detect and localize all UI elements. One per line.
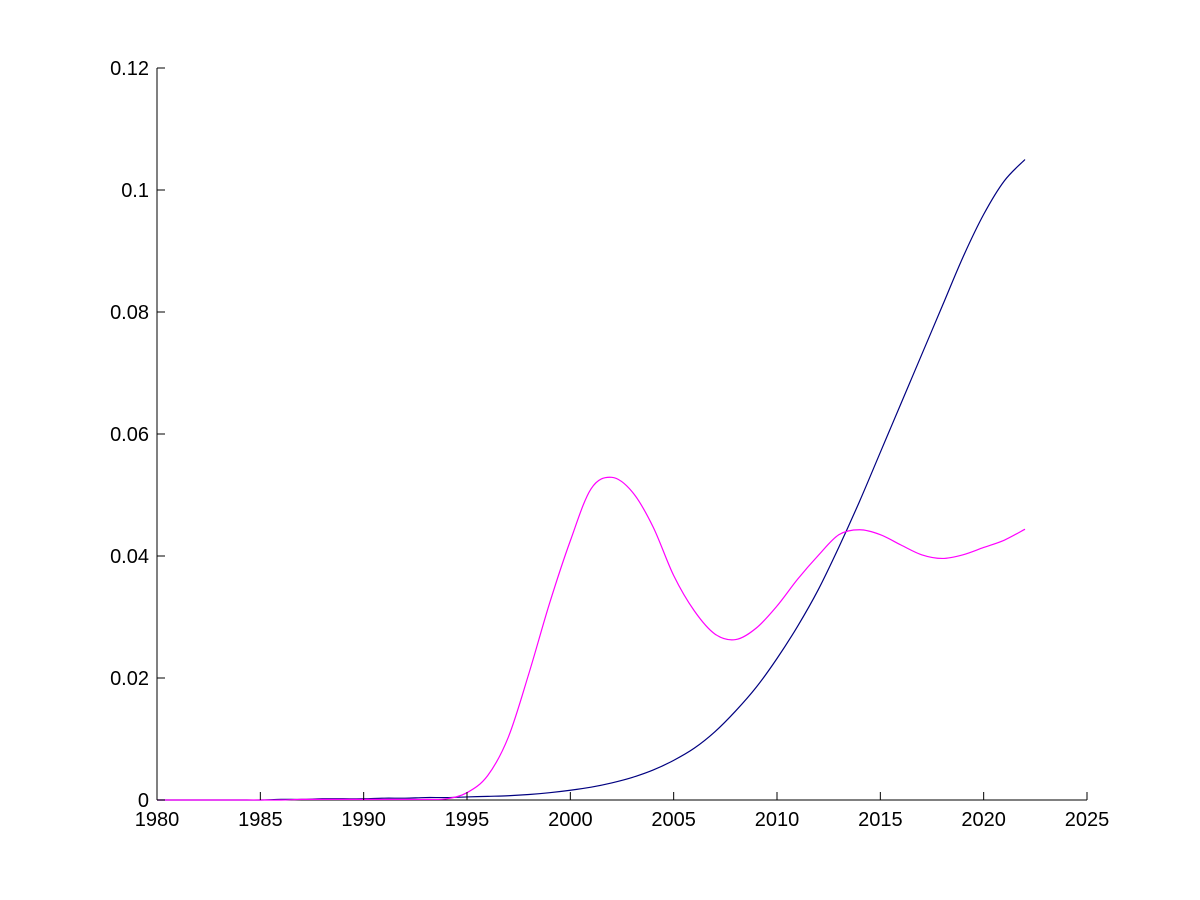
- x-tick-label: 1980: [135, 809, 180, 831]
- x-tick-label: 2010: [755, 809, 800, 831]
- y-tick-label: 0.08: [110, 302, 149, 324]
- y-tick-label: 0.04: [110, 546, 149, 568]
- x-tick-label: 1985: [238, 809, 283, 831]
- series-line-2: [157, 476, 1026, 801]
- chart-axes: [156, 68, 1087, 801]
- chart-tick-layer: 1980 1985 1990 1995 2000 2005 2010 2015 2020 2025…: [110, 58, 1109, 831]
- y-tick-label: 0.02: [110, 668, 149, 690]
- x-tick-label: 1990: [341, 809, 386, 831]
- x-tick-label: 2020: [961, 809, 1006, 831]
- y-tick-label: 0: [138, 790, 149, 812]
- x-tick-label: 2025: [1065, 809, 1110, 831]
- chart-series-layer: [157, 159, 1026, 801]
- x-tick-label: 2015: [858, 809, 903, 831]
- y-tick-label: 0.12: [110, 58, 149, 80]
- series-line-1: [157, 159, 1026, 801]
- x-tick-label: 2005: [651, 809, 696, 831]
- y-tick-label: 0.1: [121, 180, 149, 202]
- y-tick-label: 0.06: [110, 424, 149, 446]
- x-tick-label: 1995: [445, 809, 490, 831]
- x-tick-label: 2000: [548, 809, 593, 831]
